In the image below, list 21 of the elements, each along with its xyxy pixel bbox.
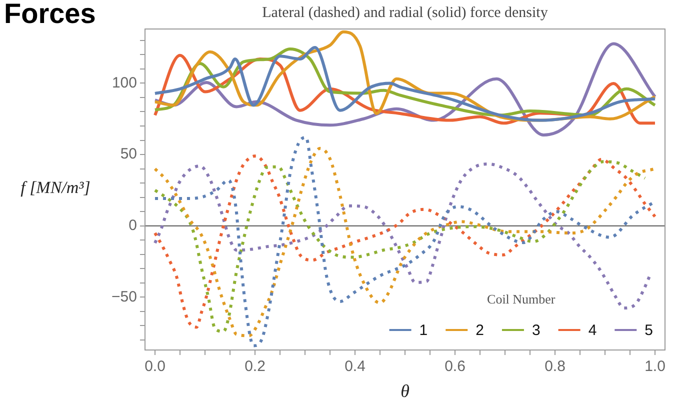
x-tick-label: 1.0 xyxy=(644,358,666,376)
x-tick-label: 0.8 xyxy=(544,358,566,376)
y-tick-label: −50 xyxy=(112,288,137,306)
y-tick-label: 50 xyxy=(120,146,137,163)
x-tick-label: 0.0 xyxy=(144,358,166,376)
y-tick-label: 100 xyxy=(112,74,137,92)
x-axis-title: θ xyxy=(400,381,410,402)
y-axis-title: f [MN/m³] xyxy=(20,178,92,198)
legend-label: 1 xyxy=(419,322,428,340)
chart-title: Forces xyxy=(4,0,96,30)
line-series xyxy=(154,162,651,310)
chart-subtitle: Lateral (dashed) and radial (solid) force density xyxy=(261,5,549,22)
legend-label: 4 xyxy=(588,322,597,340)
x-tick-label: 0.4 xyxy=(344,358,366,376)
x-tick-label: 0.6 xyxy=(444,358,466,376)
legend-title: Coil Number xyxy=(487,291,556,306)
legend-label: 3 xyxy=(532,322,540,340)
legend-label: 5 xyxy=(644,322,653,340)
x-tick-label: 0.2 xyxy=(244,358,266,376)
legend-label: 2 xyxy=(476,322,484,340)
y-tick-label: 0 xyxy=(128,217,137,234)
